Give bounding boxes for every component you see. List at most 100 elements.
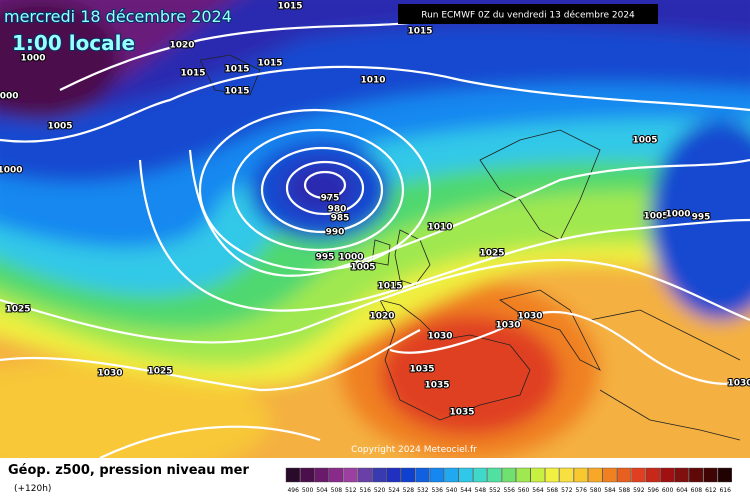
- field: [0, 0, 750, 458]
- scale-label: 600: [662, 487, 674, 494]
- scale-swatch: [386, 467, 401, 483]
- isobar-label: 1020: [369, 312, 394, 322]
- isobar-label: 995: [692, 213, 711, 223]
- scale-label: 608: [691, 487, 703, 494]
- scale-label: 556: [503, 487, 515, 494]
- scale-swatch: [329, 467, 344, 483]
- scale-label: 616: [719, 487, 731, 494]
- scale-label: 504: [316, 487, 328, 494]
- scale-label: 560: [518, 487, 530, 494]
- scale-swatch: [429, 467, 445, 483]
- scale-swatch: [501, 467, 517, 483]
- isobar-label: 1015: [407, 27, 432, 37]
- scale-swatch: [617, 467, 632, 483]
- copyright: Copyright 2024 Meteociel.fr: [351, 445, 477, 455]
- isobar-label: 1005: [47, 122, 72, 132]
- scale-label: 508: [331, 487, 343, 494]
- isobar-label: 1035: [424, 381, 449, 391]
- scale-label: 536: [431, 487, 443, 494]
- scale-label: 520: [374, 487, 386, 494]
- scale-swatch: [660, 467, 675, 483]
- scale-swatch: [545, 467, 560, 483]
- scale-swatch: [314, 467, 329, 483]
- run-info: Run ECMWF 0Z du vendredi 13 décembre 202…: [421, 10, 635, 21]
- footer-title: Géop. z500, pression niveau mer: [8, 463, 249, 478]
- scale-swatch: [458, 467, 473, 483]
- scale-swatch: [516, 467, 531, 483]
- isobar-label: 1030: [97, 369, 122, 379]
- isobar-label: 1000: [20, 54, 45, 64]
- isobar-label: 1000: [338, 253, 363, 263]
- scale-swatch: [717, 467, 733, 483]
- isobar-label: 1020: [169, 41, 194, 51]
- scale-label: 532: [417, 487, 429, 494]
- scale-swatch: [285, 467, 301, 483]
- scale-label: 500: [302, 487, 314, 494]
- isobar-label: 985: [331, 214, 350, 224]
- map-area: 1015 1020 1000 1015 1015 1015 1015 1000 1010 1015…: [0, 0, 750, 458]
- scale-swatch: [415, 467, 430, 483]
- scale-label: 548: [475, 487, 487, 494]
- scale-label: 496: [287, 487, 299, 494]
- isobar-label: 1030: [517, 312, 542, 322]
- coastlines: [199, 54, 741, 441]
- isobars: [0, 18, 750, 458]
- isobar-label: 1010: [360, 76, 385, 86]
- scale-swatch: [473, 467, 488, 483]
- scale-swatch: [444, 467, 459, 483]
- footer-subtitle: (+120h): [14, 484, 51, 494]
- isobar-label: 1035: [409, 365, 434, 375]
- scale-swatch: [703, 467, 718, 483]
- scale-swatch: [588, 467, 603, 483]
- scale-swatch: [631, 467, 646, 483]
- scale-swatch: [487, 467, 502, 483]
- time: 1:00 locale: [12, 31, 135, 55]
- isobar-label: 1015: [277, 2, 302, 12]
- scale-label: 524: [388, 487, 400, 494]
- isobar-label: 995: [316, 253, 335, 263]
- scale-label: 540: [446, 487, 458, 494]
- isobar-label: 1015: [224, 65, 249, 75]
- scale-swatch: [300, 467, 315, 483]
- scale-swatch: [689, 467, 704, 483]
- scale-label: 592: [633, 487, 645, 494]
- run-box: [398, 4, 658, 24]
- isobar-label: 1010: [427, 223, 452, 233]
- isobar-label: 1025: [5, 305, 30, 315]
- scale-swatch: [343, 467, 358, 483]
- scale-swatch: [372, 467, 387, 483]
- isobar-label: 1005: [350, 263, 375, 273]
- isobar-labels: 1015 1020 1000 1015 1015 1015 1015 1000 1010 1015…: [0, 1, 750, 419]
- isobar-label: 1030: [427, 332, 452, 342]
- isobar-label: 1030: [495, 321, 520, 331]
- scale-swatch: [357, 467, 373, 483]
- date: mercredi 18 décembre 2024: [4, 7, 232, 26]
- isobar-label: 1000: [0, 92, 19, 102]
- isobar-label: 990: [326, 228, 345, 238]
- isobar-label: 1025: [479, 249, 504, 259]
- isobar-label: 1030: [727, 379, 750, 389]
- scale-label: 576: [575, 487, 587, 494]
- isobar-label: 1015: [377, 282, 402, 292]
- scale-label: 572: [561, 487, 573, 494]
- scale-label: 588: [619, 487, 631, 494]
- isobar-label: 1000: [665, 210, 690, 220]
- isobar-label: 1005: [632, 136, 657, 146]
- scale-label: 516: [359, 487, 371, 494]
- scale-swatch: [559, 467, 574, 483]
- scale-label: 568: [547, 487, 559, 494]
- isobar-label: 1005: [643, 212, 668, 222]
- scale-swatch: [530, 467, 545, 483]
- scale-label: 512: [345, 487, 357, 494]
- isobar-label: 1015: [257, 59, 282, 69]
- scale-swatch: [645, 467, 661, 483]
- isobar-label: 1035: [449, 408, 474, 418]
- scale-swatch: [602, 467, 617, 483]
- scale-label: 528: [403, 487, 415, 494]
- isobar-label: 1000: [0, 166, 23, 176]
- scale-swatch: [573, 467, 589, 483]
- scale-label: 612: [705, 487, 717, 494]
- isobar-label: 975: [321, 194, 340, 204]
- isobar-label: 980: [328, 205, 347, 215]
